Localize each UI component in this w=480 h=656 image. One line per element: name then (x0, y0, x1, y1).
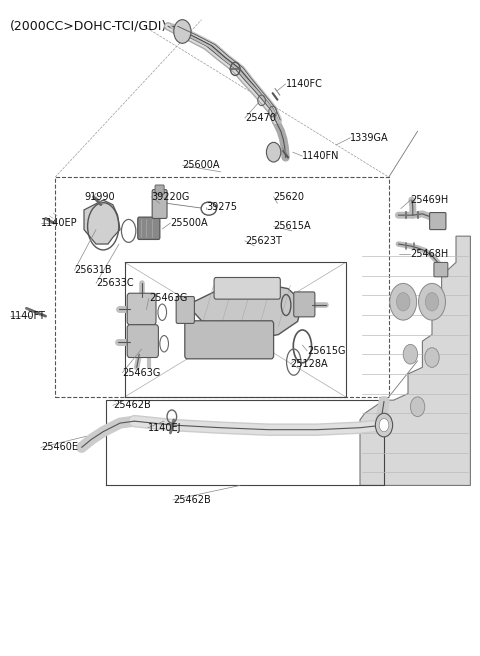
Text: 1140FN: 1140FN (302, 151, 340, 161)
Circle shape (419, 283, 445, 320)
Text: 25615G: 25615G (307, 346, 346, 356)
Circle shape (266, 142, 281, 162)
Circle shape (425, 293, 439, 311)
Text: 1140EJ: 1140EJ (148, 422, 181, 433)
Text: 25468H: 25468H (410, 249, 449, 259)
Text: 25615A: 25615A (274, 221, 311, 232)
Text: 25462B: 25462B (173, 495, 211, 505)
Text: (2000CC>DOHC-TCI/GDI): (2000CC>DOHC-TCI/GDI) (10, 20, 167, 33)
FancyBboxPatch shape (155, 185, 164, 194)
FancyBboxPatch shape (430, 213, 446, 230)
Circle shape (390, 283, 417, 320)
Text: 25463G: 25463G (122, 367, 161, 378)
FancyBboxPatch shape (138, 217, 160, 239)
Text: 39275: 39275 (206, 201, 238, 212)
Polygon shape (360, 236, 470, 485)
Text: 25623T: 25623T (245, 236, 282, 246)
FancyBboxPatch shape (176, 297, 194, 323)
Text: 25462B: 25462B (113, 400, 151, 411)
Text: 25620: 25620 (274, 192, 305, 202)
FancyBboxPatch shape (152, 190, 167, 218)
Text: 1140FC: 1140FC (286, 79, 323, 89)
FancyBboxPatch shape (127, 325, 158, 358)
Circle shape (174, 20, 191, 43)
Text: 25460E: 25460E (41, 442, 78, 453)
Text: 25470: 25470 (245, 113, 276, 123)
Circle shape (375, 413, 393, 437)
Text: 1140FT: 1140FT (10, 311, 46, 321)
FancyBboxPatch shape (127, 293, 156, 325)
Text: 1339GA: 1339GA (350, 133, 389, 143)
Text: 25469H: 25469H (410, 195, 449, 205)
FancyBboxPatch shape (294, 292, 315, 317)
Text: 91990: 91990 (84, 192, 115, 202)
Text: 25600A: 25600A (182, 160, 220, 171)
FancyBboxPatch shape (434, 262, 448, 277)
Polygon shape (187, 282, 302, 341)
Text: 25128A: 25128A (290, 359, 328, 369)
Circle shape (410, 397, 425, 417)
Text: 25631B: 25631B (74, 265, 112, 276)
FancyBboxPatch shape (185, 321, 274, 359)
FancyBboxPatch shape (214, 277, 280, 299)
Text: 1140EP: 1140EP (41, 218, 77, 228)
Circle shape (396, 293, 410, 311)
Text: 39220G: 39220G (151, 192, 190, 202)
Circle shape (379, 419, 389, 432)
Text: 25633C: 25633C (96, 278, 133, 289)
Text: 25463G: 25463G (149, 293, 187, 304)
Circle shape (403, 344, 418, 364)
Text: 25500A: 25500A (170, 218, 208, 228)
Polygon shape (84, 200, 120, 244)
Circle shape (425, 348, 439, 367)
